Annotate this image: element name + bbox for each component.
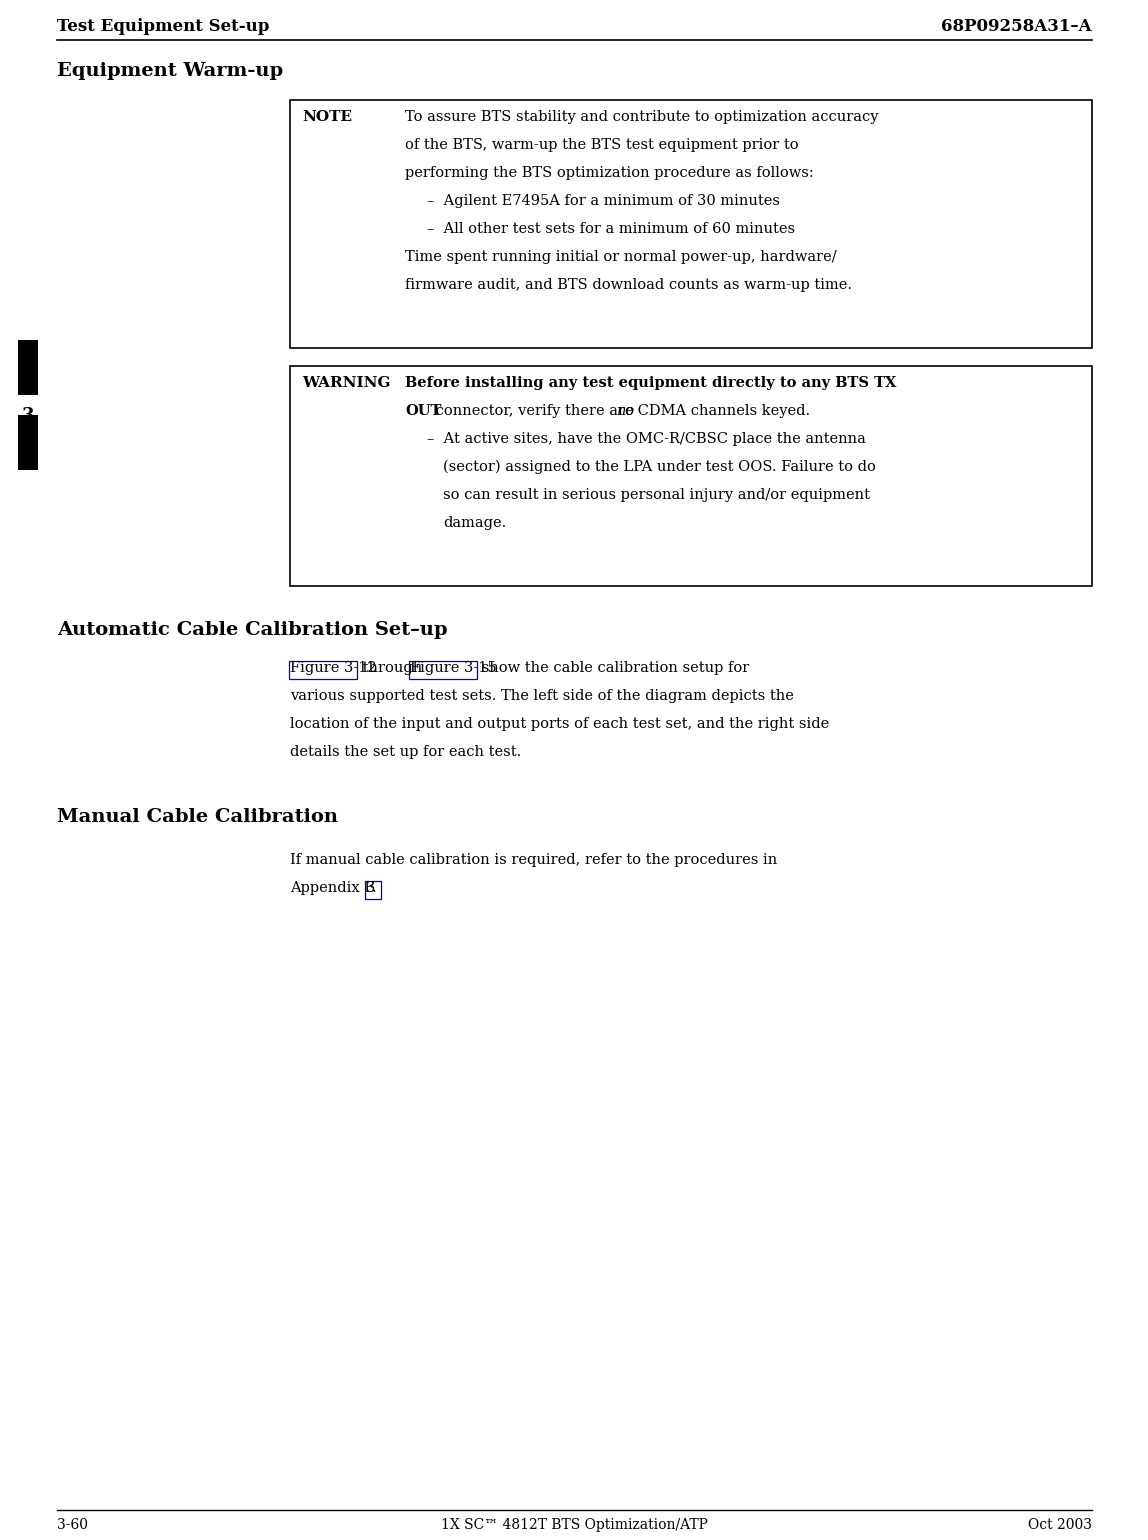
Text: Automatic Cable Calibration Set–up: Automatic Cable Calibration Set–up — [57, 621, 448, 639]
Text: 1X SC™ 4812T BTS Optimization/ATP: 1X SC™ 4812T BTS Optimization/ATP — [441, 1518, 707, 1532]
Text: CDMA channels keyed.: CDMA channels keyed. — [633, 403, 810, 417]
Bar — [18, 340, 38, 394]
Text: –  All other test sets for a minimum of 60 minutes: – All other test sets for a minimum of 6… — [427, 222, 796, 236]
Text: 3: 3 — [366, 881, 375, 895]
Text: damage.: damage. — [443, 516, 506, 530]
Text: To assure BTS stability and contribute to optimization accuracy: To assure BTS stability and contribute t… — [405, 109, 878, 125]
Text: location of the input and output ports of each test set, and the right side: location of the input and output ports o… — [290, 718, 829, 731]
Text: Equipment Warm-up: Equipment Warm-up — [57, 62, 284, 80]
Text: Figure 3-15: Figure 3-15 — [410, 661, 497, 675]
Text: WARNING: WARNING — [302, 376, 390, 390]
Text: Figure 3-12: Figure 3-12 — [290, 661, 377, 675]
Text: so can result in serious personal injury and/or equipment: so can result in serious personal injury… — [443, 488, 870, 502]
Bar — [290, 367, 1092, 587]
Text: 3: 3 — [22, 407, 34, 425]
Text: through: through — [358, 661, 427, 675]
Text: 3-60: 3-60 — [57, 1518, 88, 1532]
Bar — [409, 661, 478, 679]
Text: –  Agilent E7495A for a minimum of 30 minutes: – Agilent E7495A for a minimum of 30 min… — [427, 194, 779, 208]
Text: Time spent running initial or normal power-up, hardware/: Time spent running initial or normal pow… — [405, 249, 837, 263]
Text: connector, verify there are: connector, verify there are — [430, 403, 638, 417]
Text: Appendix F.: Appendix F. — [290, 881, 377, 895]
Text: Manual Cable Calibration: Manual Cable Calibration — [57, 808, 338, 825]
Text: (sector) assigned to the LPA under test OOS. Failure to do: (sector) assigned to the LPA under test … — [443, 460, 876, 474]
Text: of the BTS, warm-up the BTS test equipment prior to: of the BTS, warm-up the BTS test equipme… — [405, 139, 799, 152]
Bar — [18, 414, 38, 470]
Text: details the set up for each test.: details the set up for each test. — [290, 745, 521, 759]
Bar — [365, 881, 381, 899]
Text: Before installing any test equipment directly to any BTS TX: Before installing any test equipment dir… — [405, 376, 897, 390]
Text: 68P09258A31–A: 68P09258A31–A — [941, 18, 1092, 35]
Text: –  At active sites, have the OMC-R/CBSC place the antenna: – At active sites, have the OMC-R/CBSC p… — [427, 433, 866, 447]
Text: firmware audit, and BTS download counts as warm-up time.: firmware audit, and BTS download counts … — [405, 279, 852, 293]
Text: various supported test sets. The left side of the diagram depicts the: various supported test sets. The left si… — [290, 688, 794, 702]
Text: no: no — [616, 403, 635, 417]
Text: Oct 2003: Oct 2003 — [1027, 1518, 1092, 1532]
Bar — [289, 661, 357, 679]
Text: If manual cable calibration is required, refer to the procedures in: If manual cable calibration is required,… — [290, 853, 777, 867]
Text: performing the BTS optimization procedure as follows:: performing the BTS optimization procedur… — [405, 166, 814, 180]
Text: OUT: OUT — [405, 403, 441, 417]
Bar — [290, 100, 1092, 348]
Text: NOTE: NOTE — [302, 109, 352, 125]
Text: show the cable calibration setup for: show the cable calibration setup for — [478, 661, 750, 675]
Text: Test Equipment Set-up: Test Equipment Set-up — [57, 18, 270, 35]
